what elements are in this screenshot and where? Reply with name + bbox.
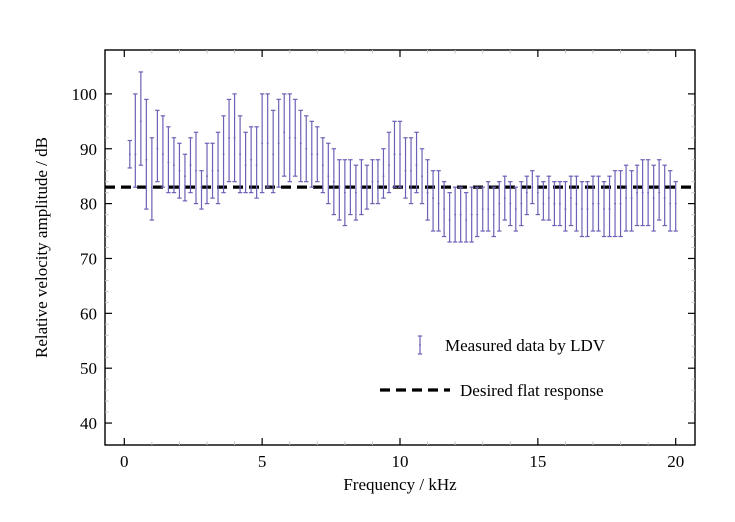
x-tick-label: 10 [392, 452, 409, 471]
legend-measured-label: Measured data by LDV [445, 336, 606, 355]
y-tick-label: 90 [80, 140, 97, 159]
x-axis-label: Frequency / kHz [343, 475, 457, 494]
y-tick-label: 80 [80, 195, 97, 214]
y-tick-label: 70 [80, 249, 97, 268]
y-tick-label: 50 [80, 359, 97, 378]
y-tick-label: 40 [80, 414, 97, 433]
errorbar-chart: 0 5 10 15 20 40 50 60 70 80 90 100 Frequency / kHz Re… [0, 0, 735, 522]
x-tick-label: 0 [120, 452, 129, 471]
x-tick-label: 5 [258, 452, 267, 471]
y-tick-label: 60 [80, 304, 97, 323]
legend-desired-label: Desired flat response [460, 381, 604, 400]
chart-container: 0 5 10 15 20 40 50 60 70 80 90 100 Frequency / kHz Re… [0, 0, 735, 522]
x-tick-label: 15 [529, 452, 546, 471]
plot-background [0, 0, 735, 522]
y-tick-label: 100 [72, 85, 98, 104]
y-axis-label: Relative velocity amplitude / dB [32, 137, 51, 358]
x-tick-label: 20 [667, 452, 684, 471]
